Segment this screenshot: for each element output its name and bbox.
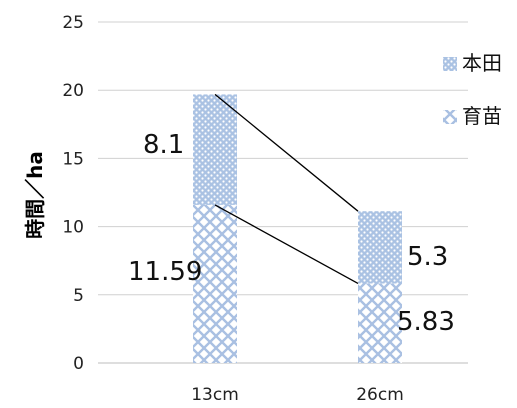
legend-label: 育苗 bbox=[462, 104, 502, 128]
connector-line bbox=[214, 204, 359, 285]
y-tick-label: 15 bbox=[62, 149, 84, 169]
data-label: 5.3 bbox=[407, 242, 448, 272]
bars-group bbox=[193, 94, 402, 363]
bar-ikubyo-13cm bbox=[193, 204, 237, 363]
data-label: 11.59 bbox=[128, 257, 202, 287]
data-labels: 11.59 5.83 8.1 5.3 bbox=[128, 130, 455, 337]
legend-swatch bbox=[443, 110, 457, 124]
connector-line bbox=[214, 93, 359, 212]
legend-swatch bbox=[443, 57, 457, 71]
x-tick-label: 13cm bbox=[191, 385, 239, 405]
data-label: 5.83 bbox=[397, 307, 455, 337]
gridlines bbox=[98, 21, 468, 296]
data-label: 8.1 bbox=[143, 130, 184, 160]
legend-label: 本田 bbox=[462, 51, 502, 75]
y-tick-label: 5 bbox=[73, 286, 84, 306]
y-axis-title: 時間／ha bbox=[23, 151, 47, 239]
x-tick-label: 26cm bbox=[356, 385, 404, 405]
x-axis-ticks: 13cm 26cm bbox=[191, 385, 404, 405]
bar-honden-26cm bbox=[358, 211, 402, 284]
bar-ikubyo-26cm bbox=[358, 283, 402, 363]
y-tick-label: 25 bbox=[62, 13, 84, 33]
y-tick-label: 0 bbox=[73, 354, 84, 374]
y-axis-ticks: 0 5 10 15 20 25 bbox=[62, 13, 84, 374]
bar-honden-13cm bbox=[193, 94, 237, 205]
series-connectors bbox=[214, 93, 359, 285]
y-tick-label: 20 bbox=[62, 81, 84, 101]
y-tick-label: 10 bbox=[62, 218, 84, 238]
